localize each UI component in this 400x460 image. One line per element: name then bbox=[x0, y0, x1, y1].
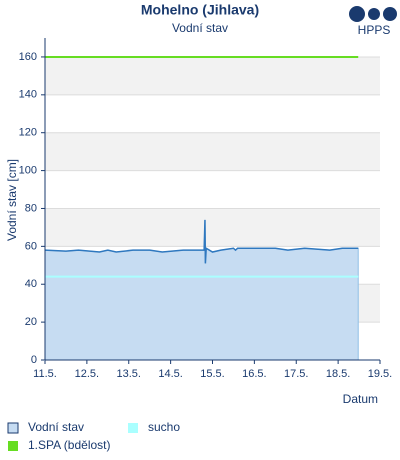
legend-swatch bbox=[128, 423, 138, 433]
grid-band bbox=[45, 208, 380, 247]
y-tick-label: 80 bbox=[25, 202, 37, 214]
legend-label: sucho bbox=[148, 420, 180, 434]
y-tick-label: 0 bbox=[31, 354, 37, 366]
legend-swatch bbox=[7, 422, 19, 434]
logo: HPPS bbox=[349, 6, 397, 37]
x-tick-label: 13.5. bbox=[117, 368, 141, 380]
grid-band bbox=[45, 56, 380, 95]
x-tick-label: 15.5. bbox=[200, 368, 224, 380]
logo-text: HPPS bbox=[358, 23, 391, 37]
y-tick-label: 140 bbox=[19, 89, 37, 101]
y-tick-label: 160 bbox=[19, 51, 37, 63]
x-axis-label: Datum bbox=[343, 392, 378, 406]
chart-title: Mohelno (Jihlava) bbox=[141, 2, 259, 18]
x-tick-label: 14.5. bbox=[158, 368, 182, 380]
legend-swatch bbox=[8, 441, 18, 451]
legend-label: Vodní stav bbox=[28, 420, 84, 434]
x-tick-label: 11.5. bbox=[33, 368, 57, 380]
x-tick-label: 19.5. bbox=[368, 368, 392, 380]
y-tick-label: 120 bbox=[19, 127, 37, 139]
grid-band bbox=[45, 132, 380, 171]
legend-label: 1.SPA (bdělost) bbox=[28, 438, 111, 452]
y-tick-label: 100 bbox=[19, 164, 37, 176]
x-tick-label: 18.5. bbox=[326, 368, 350, 380]
logo-circle bbox=[383, 7, 397, 21]
y-tick-label: 20 bbox=[25, 316, 37, 328]
y-tick-label: 40 bbox=[25, 278, 37, 290]
x-tick-label: 17.5. bbox=[284, 368, 308, 380]
x-tick-label: 12.5. bbox=[75, 368, 99, 380]
chart-subtitle: Vodní stav bbox=[172, 21, 228, 35]
y-axis-label: Vodní stav [cm] bbox=[5, 159, 19, 241]
x-tick-label: 16.5. bbox=[242, 368, 266, 380]
line bbox=[44, 219, 359, 264]
logo-circle bbox=[349, 6, 365, 22]
y-tick-label: 60 bbox=[25, 240, 37, 252]
logo-circle bbox=[368, 8, 380, 20]
